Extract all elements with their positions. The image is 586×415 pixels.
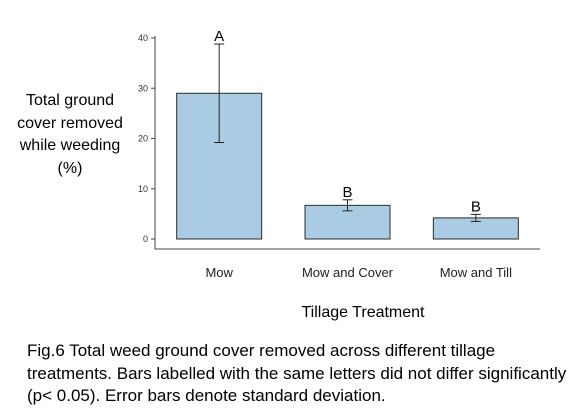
y-tick-label: 40 <box>138 33 148 43</box>
error-bars <box>214 43 481 222</box>
x-tick-label: Mow <box>205 265 233 280</box>
y-tick-label: 10 <box>138 184 148 194</box>
y-axis-label: Total ground cover removed while weeding… <box>17 92 123 177</box>
bars <box>176 92 519 240</box>
y-tick-label: 20 <box>138 134 148 144</box>
x-tick-labels: Mow Mow and Cover Mow and Till <box>205 265 512 280</box>
x-axis-label: Tillage Treatment <box>301 304 425 321</box>
bar <box>304 204 391 240</box>
significance-letter: A <box>214 28 224 45</box>
y-tick-label: 30 <box>138 83 148 93</box>
figure-caption: Fig.6 Total weed ground cover removed ac… <box>27 341 567 405</box>
y-ticks: 0 10 20 30 40 <box>138 33 155 244</box>
y-tick-label: 0 <box>143 234 148 244</box>
significance-letter: B <box>471 198 481 215</box>
significance-letter: B <box>342 184 352 201</box>
x-tick-label: Mow and Till <box>440 265 512 280</box>
bar-chart: 0 10 20 30 40 A B B Mow Mow and Cover Mow and Ti… <box>138 28 540 280</box>
x-tick-label: Mow and Cover <box>302 265 394 280</box>
significance-letters: A B B <box>214 28 481 215</box>
